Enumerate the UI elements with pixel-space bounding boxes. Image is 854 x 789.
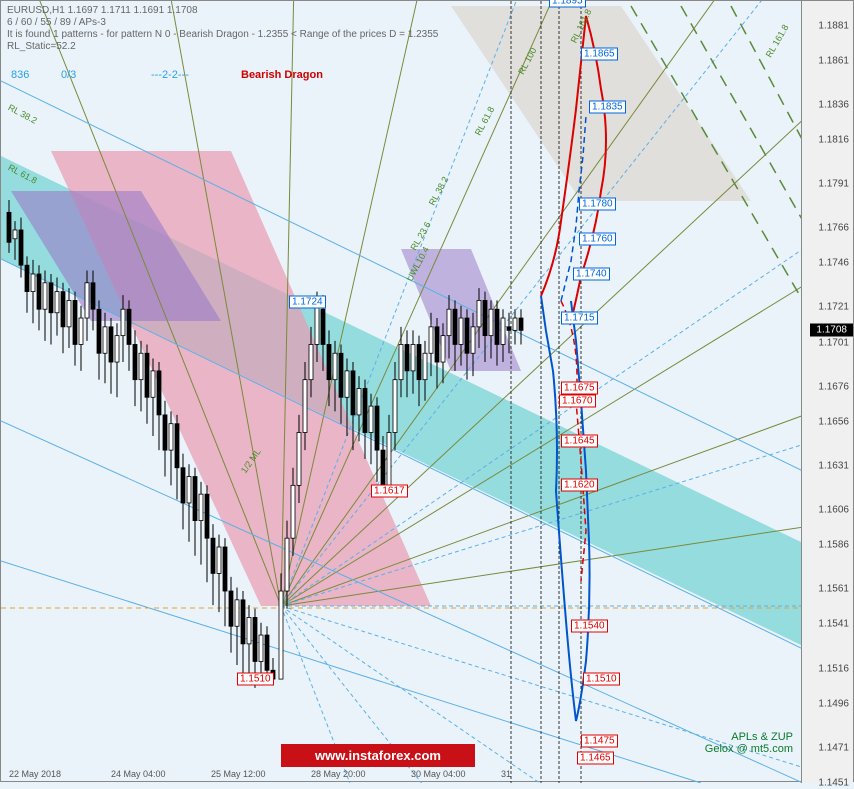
y-tick-label: 1.1881 — [818, 20, 849, 31]
price-tag: 1.1645 — [561, 435, 598, 448]
x-tick-label: 28 May 20:00 — [311, 769, 366, 779]
y-tick-label: 1.1451 — [818, 778, 849, 789]
current-price-label: 1.1708 — [810, 324, 853, 337]
indicator-0-3: 0/3 — [61, 69, 76, 81]
price-tag: 1.1675 — [561, 382, 598, 395]
x-tick-label: 31 — [501, 769, 511, 779]
price-tag: 1.1895 — [549, 0, 586, 8]
x-tick-label: 22 May 2018 — [9, 769, 61, 779]
y-tick-label: 1.1721 — [818, 302, 849, 313]
header-info-1: 6 / 60 / 55 / 89 / APs-3 — [7, 17, 106, 28]
price-tag: 1.1715 — [561, 312, 598, 325]
y-tick-label: 1.1701 — [818, 337, 849, 348]
header-info-2: It is found 1 patterns - for pattern N 0… — [7, 29, 438, 40]
price-tag: 1.1865 — [581, 47, 618, 60]
price-tag: 1.1620 — [561, 479, 598, 492]
y-tick-label: 1.1631 — [818, 460, 849, 471]
price-tag: 1.1540 — [571, 620, 608, 633]
price-tag: 1.1835 — [589, 100, 626, 113]
price-tag: 1.1670 — [559, 394, 596, 407]
chart-area: 1.1895 1.1865 1.1835 1.1780 1.1760 1.1740 1.17… — [1, 1, 803, 783]
y-tick-label: 1.1561 — [818, 584, 849, 595]
price-tag: 1.1510 — [583, 673, 620, 686]
credits-line-2: Gelox @ mt5.com — [705, 743, 793, 755]
price-tag: 1.1510 — [237, 673, 274, 686]
y-tick-label: 1.1496 — [818, 698, 849, 709]
price-tag: 1.1760 — [579, 232, 616, 245]
y-tick-label: 1.1676 — [818, 381, 849, 392]
x-tick-label: 25 May 12:00 — [211, 769, 266, 779]
price-tag: 1.1740 — [573, 267, 610, 280]
y-tick-label: 1.1471 — [818, 742, 849, 753]
symbol-header: EURUSD,H1 1.1697 1.1711 1.1691 1.1708 — [7, 5, 198, 16]
y-tick-label: 1.1816 — [818, 135, 849, 146]
price-tag: 1.1724 — [289, 296, 326, 309]
y-tick-label: 1.1516 — [818, 663, 849, 674]
y-tick-label: 1.1791 — [818, 179, 849, 190]
x-tick-label: 30 May 04:00 — [411, 769, 466, 779]
y-axis: 1.1881 1.1861 1.1836 1.1816 1.1791 1.1766 1.17… — [801, 1, 853, 783]
y-tick-label: 1.1766 — [818, 223, 849, 234]
y-tick-label: 1.1606 — [818, 505, 849, 516]
credits: APLs & ZUP Gelox @ mt5.com — [705, 731, 793, 755]
indicator-2-2: ---2-2--- — [151, 69, 189, 81]
pattern-name: Bearish Dragon — [241, 69, 323, 81]
y-tick-label: 1.1656 — [818, 416, 849, 427]
y-tick-label: 1.1541 — [818, 619, 849, 630]
brand-footer: www.instaforex.com — [281, 744, 475, 767]
price-tag: 1.1475 — [581, 734, 618, 747]
credits-line-1: APLs & ZUP — [705, 731, 793, 743]
y-tick-label: 1.1586 — [818, 540, 849, 551]
chart-svg — [1, 1, 803, 783]
header-info-3: RL_Static=52.2 — [7, 41, 76, 52]
x-tick-label: 24 May 04:00 — [111, 769, 166, 779]
price-tag: 1.1617 — [371, 484, 408, 497]
y-tick-label: 1.1861 — [818, 55, 849, 66]
y-tick-label: 1.1746 — [818, 258, 849, 269]
price-tag: 1.1780 — [579, 197, 616, 210]
price-tag: 1.1465 — [577, 752, 614, 765]
indicator-836: 836 — [11, 69, 29, 81]
y-tick-label: 1.1836 — [818, 99, 849, 110]
